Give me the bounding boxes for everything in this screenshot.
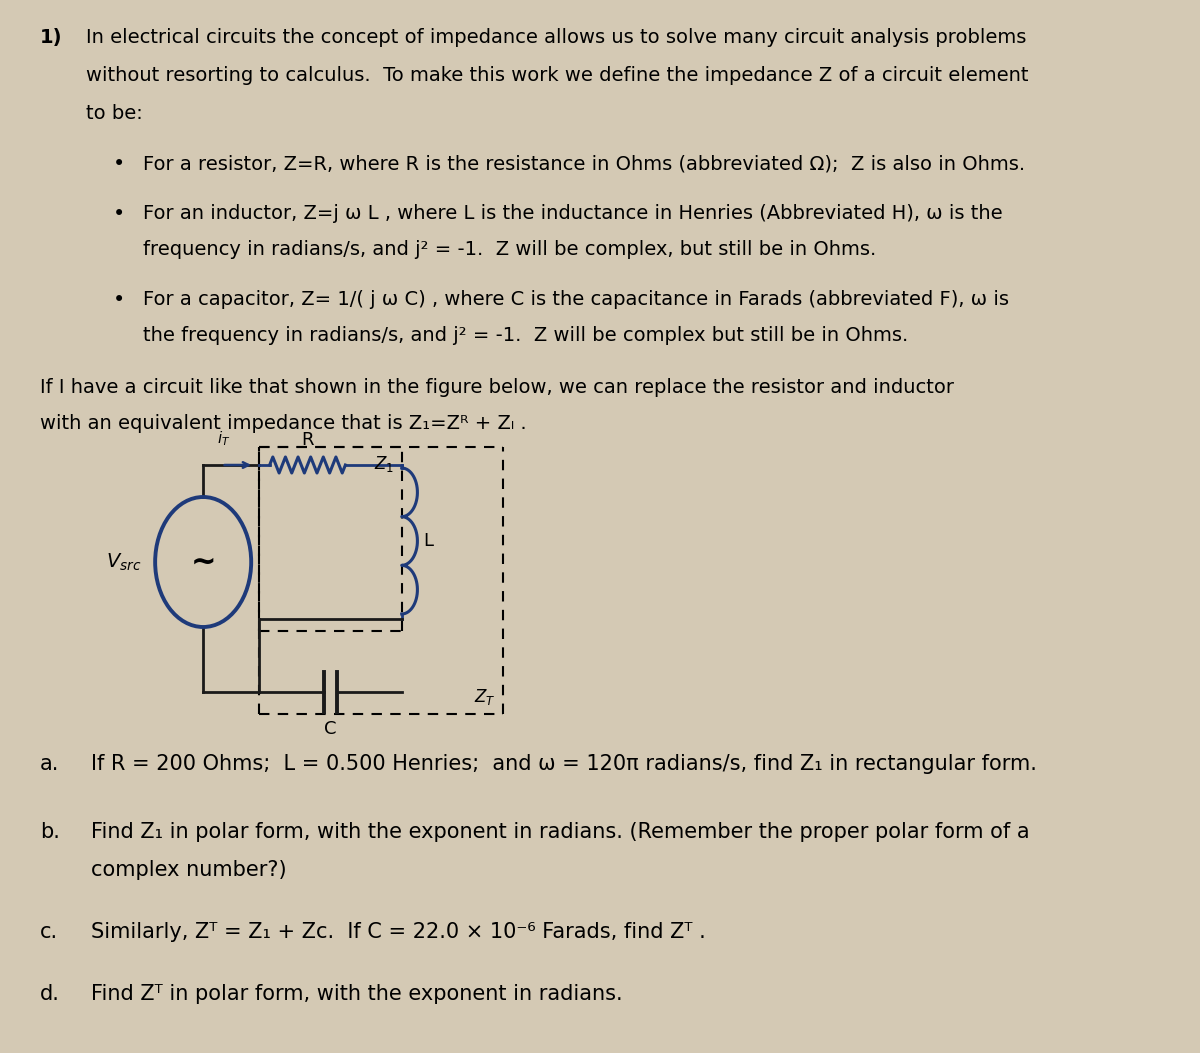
- Text: If I have a circuit like that shown in the figure below, we can replace the resi: If I have a circuit like that shown in t…: [40, 378, 954, 397]
- Text: ~: ~: [191, 548, 216, 576]
- Text: R: R: [301, 431, 313, 449]
- Text: $Z_1$: $Z_1$: [374, 454, 395, 474]
- Text: 1): 1): [40, 28, 62, 47]
- Text: In electrical circuits the concept of impedance allows us to solve many circuit : In electrical circuits the concept of im…: [86, 28, 1026, 47]
- Text: complex number?): complex number?): [90, 860, 286, 880]
- Text: •: •: [113, 204, 125, 224]
- Text: frequency in radians/s, and j² = -1.  Z will be complex, but still be in Ohms.: frequency in radians/s, and j² = -1. Z w…: [143, 240, 876, 259]
- Text: For an inductor, Z=j ω L , where L is the inductance in Henries (Abbreviated H),: For an inductor, Z=j ω L , where L is th…: [143, 204, 1003, 223]
- Text: d.: d.: [40, 984, 60, 1004]
- Text: the frequency in radians/s, and j² = -1.  Z will be complex but still be in Ohms: the frequency in radians/s, and j² = -1.…: [143, 326, 908, 345]
- Text: Find Zᵀ in polar form, with the exponent in radians.: Find Zᵀ in polar form, with the exponent…: [90, 984, 622, 1004]
- Text: c.: c.: [40, 922, 58, 942]
- Text: $V_{src}$: $V_{src}$: [106, 552, 142, 573]
- Text: •: •: [113, 290, 125, 310]
- Text: L: L: [422, 532, 433, 550]
- Text: $i_T$: $i_T$: [217, 430, 230, 448]
- Text: with an equivalent impedance that is Z₁=Zᴿ + Zₗ .: with an equivalent impedance that is Z₁=…: [40, 414, 527, 433]
- Text: $Z_T$: $Z_T$: [474, 687, 496, 707]
- Text: •: •: [113, 154, 125, 174]
- Text: a.: a.: [40, 754, 59, 774]
- Text: Similarly, Zᵀ = Z₁ + Zᴄ.  If C = 22.0 × 10⁻⁶ Farads, find Zᵀ .: Similarly, Zᵀ = Z₁ + Zᴄ. If C = 22.0 × 1…: [90, 922, 706, 942]
- Text: For a resistor, Z=R, where R is the resistance in Ohms (abbreviated Ω);  Z is al: For a resistor, Z=R, where R is the resi…: [143, 154, 1025, 173]
- Text: Find Z₁ in polar form, with the exponent in radians. (Remember the proper polar : Find Z₁ in polar form, with the exponent…: [90, 822, 1030, 842]
- Text: For a capacitor, Z= 1/( j ω C) , where C is the capacitance in Farads (abbreviat: For a capacitor, Z= 1/( j ω C) , where C…: [143, 290, 1009, 309]
- Text: b.: b.: [40, 822, 60, 842]
- Text: If R = 200 Ohms;  L = 0.500 Henries;  and ω = 120π radians/s, find Z₁ in rectang: If R = 200 Ohms; L = 0.500 Henries; and …: [90, 754, 1037, 774]
- Text: C: C: [324, 720, 336, 738]
- Text: without resorting to calculus.  To make this work we define the impedance Z of a: without resorting to calculus. To make t…: [86, 66, 1028, 85]
- Text: to be:: to be:: [86, 104, 143, 123]
